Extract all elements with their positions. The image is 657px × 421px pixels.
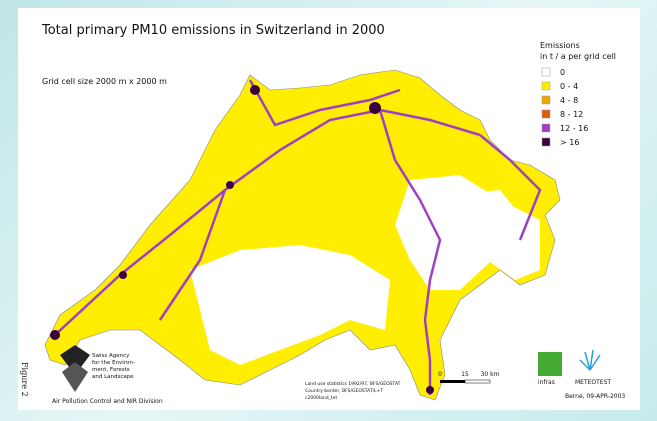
legend-label: 0 - 4 bbox=[560, 82, 578, 91]
side-label: Figure 2 bbox=[20, 362, 29, 397]
legend-unit: in t / a per grid cell bbox=[540, 52, 616, 61]
legend-swatch bbox=[542, 110, 550, 118]
legend-label: 12 - 16 bbox=[560, 124, 588, 133]
footer: Berne, 09-APR-2003 bbox=[565, 393, 625, 400]
page: Total primary PM10 emissions in Switzerl… bbox=[0, 0, 657, 421]
title: Total primary PM10 emissions in Switzerl… bbox=[41, 23, 385, 38]
logo-text: METEOTEST bbox=[575, 379, 611, 386]
legend-label: 0 bbox=[560, 68, 565, 77]
infras-logo bbox=[538, 352, 562, 376]
scale-label: 15 bbox=[461, 371, 469, 378]
agency-line: Swiss Agency bbox=[92, 353, 130, 359]
legend-label: 4 - 8 bbox=[560, 96, 578, 105]
legend-swatch bbox=[542, 124, 550, 132]
agency-line: and Landscape bbox=[92, 374, 134, 380]
figure: Total primary PM10 emissions in Switzerl… bbox=[0, 0, 657, 421]
division: Air Pollution Control and NIR Division bbox=[52, 398, 163, 405]
logo-text: infras bbox=[538, 379, 555, 386]
source-line: Country border, BFS/GEOSTAT/L+T bbox=[305, 388, 383, 394]
legend-swatch bbox=[542, 82, 550, 90]
scale-label: 30 km bbox=[481, 371, 500, 378]
agency-line: for the Environ- bbox=[92, 360, 135, 366]
scale-label: 0 bbox=[438, 371, 442, 378]
legend-swatch bbox=[542, 68, 550, 76]
source-line: c2000land_txt bbox=[305, 395, 337, 401]
legend-swatch bbox=[542, 138, 550, 146]
legend-swatch bbox=[542, 96, 550, 104]
legend-label: 8 - 12 bbox=[560, 110, 583, 119]
subtitle: Grid cell size 2000 m x 2000 m bbox=[42, 77, 167, 86]
legend-label: > 16 bbox=[560, 138, 579, 147]
legend-title: Emissions bbox=[540, 41, 580, 50]
source-line: Land use statistics 1992/97, BFS/GEOSTAT bbox=[305, 381, 401, 387]
agency-line: ment, Forests bbox=[92, 367, 130, 373]
